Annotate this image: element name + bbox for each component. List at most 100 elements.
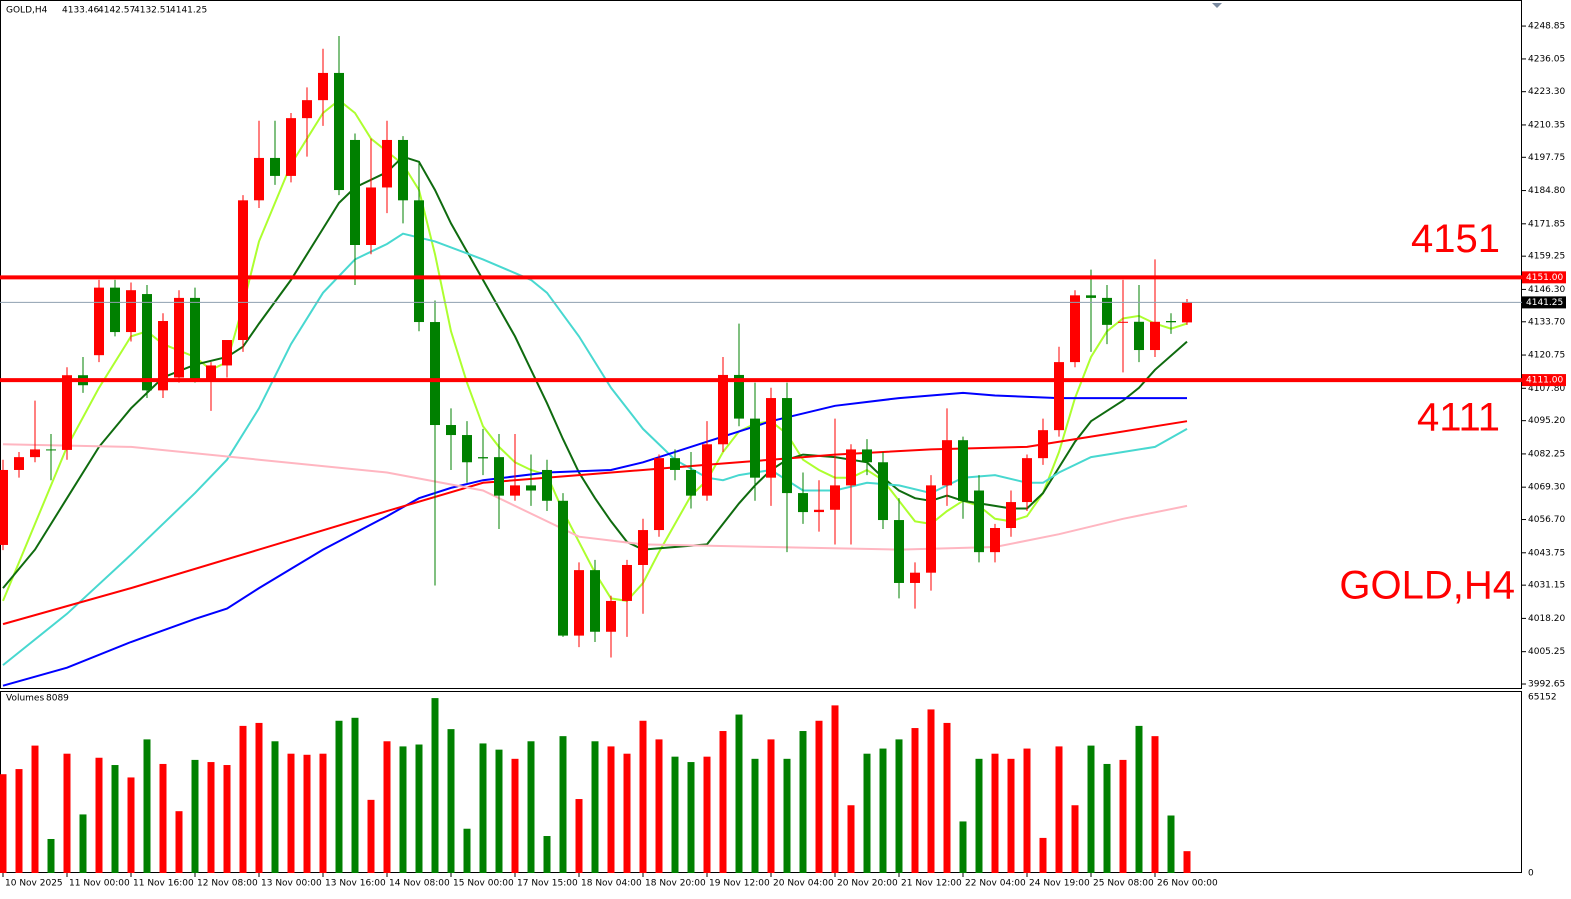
- volume-bar: [271, 741, 279, 873]
- volume-tick-label: 65152: [1528, 693, 1557, 703]
- candle-body: [190, 297, 200, 379]
- volume-bar: [127, 777, 135, 873]
- volume-bar: [1071, 805, 1079, 873]
- y-tick-label: 4159.25: [1528, 252, 1565, 262]
- level-annotation: 4151: [1411, 217, 1500, 261]
- candle-body: [1182, 302, 1192, 323]
- x-tick-label: 11 Nov 00:00: [69, 879, 130, 889]
- level-box: [1522, 374, 1566, 387]
- x-tick-label: 13 Nov 16:00: [325, 879, 386, 889]
- x-tick-label: 14 Nov 08:00: [389, 879, 450, 889]
- candle-body: [414, 200, 424, 323]
- y-tick-label: 4146.30: [1528, 285, 1565, 295]
- candle-body: [1134, 321, 1144, 351]
- volume-bar: [367, 799, 375, 873]
- volume-bar: [287, 753, 295, 873]
- ohlc-high: 4142.57: [98, 6, 135, 16]
- y-tick-label: 4133.70: [1528, 317, 1565, 327]
- candle-body: [1070, 295, 1080, 363]
- candle-body: [718, 374, 728, 445]
- y-tick-label: 4082.25: [1528, 449, 1565, 459]
- candle-body: [318, 72, 328, 101]
- volume-bar: [1007, 758, 1015, 873]
- volume-bar: [511, 758, 519, 873]
- candle-body: [1038, 430, 1048, 459]
- candle-body: [0, 469, 8, 545]
- y-tick-label: 4184.80: [1528, 186, 1565, 196]
- level-box: [1522, 271, 1566, 284]
- y-tick-label: 4210.35: [1528, 120, 1565, 130]
- candle-body: [158, 321, 168, 391]
- candle-body: [14, 457, 24, 470]
- candle-body: [1086, 295, 1096, 298]
- volume-bar: [63, 753, 71, 873]
- ohlc-open: 4133.46: [62, 6, 99, 16]
- volume-bar: [559, 736, 567, 873]
- volume-bar: [1183, 851, 1191, 873]
- candle-body: [366, 187, 376, 245]
- candle-body: [478, 457, 488, 459]
- x-tick-label: 25 Nov 08:00: [1093, 879, 1154, 889]
- volume-bar: [703, 756, 711, 873]
- volume-bar: [1167, 815, 1175, 873]
- candle-body: [798, 493, 808, 513]
- y-tick-label: 4043.75: [1528, 548, 1565, 558]
- candle-body: [958, 440, 968, 501]
- volume-bar: [1103, 763, 1111, 873]
- x-tick-label: 21 Nov 12:00: [901, 879, 962, 889]
- volume-last: 8089: [46, 694, 69, 704]
- x-tick-label: 18 Nov 04:00: [581, 879, 642, 889]
- candle-body: [814, 509, 824, 513]
- candle-body: [766, 398, 776, 478]
- volume-bar: [735, 714, 743, 873]
- volume-bar: [671, 756, 679, 873]
- x-tick-label: 11 Nov 16:00: [133, 879, 194, 889]
- volume-bar: [815, 720, 823, 873]
- volume-bar: [575, 799, 583, 873]
- level-axis-label: 4111.00: [1526, 376, 1563, 386]
- ohlc-low: 4132.51: [134, 6, 171, 16]
- ohlc-close: 4141.25: [170, 6, 207, 16]
- x-tick-label: 15 Nov 00:00: [453, 879, 514, 889]
- current-price-label: 4141.25: [1526, 298, 1563, 308]
- volume-bar: [431, 698, 439, 873]
- volume-bar: [319, 753, 327, 873]
- volume-bar: [687, 762, 695, 873]
- candle-body: [1022, 458, 1032, 503]
- candle-body: [750, 418, 760, 478]
- volume-bar: [751, 758, 759, 873]
- candle-body: [638, 530, 648, 565]
- moving-average: [2, 98, 1188, 602]
- candle-body: [206, 365, 216, 379]
- candle-body: [238, 200, 248, 341]
- current-price-box: [1522, 296, 1566, 309]
- volume-bar: [591, 741, 599, 873]
- y-tick-label: 3992.65: [1528, 680, 1565, 690]
- candle-body: [126, 290, 136, 333]
- candle-body: [542, 469, 552, 501]
- candle-body: [398, 139, 408, 201]
- volume-bar: [1055, 746, 1063, 873]
- volume-bar: [1119, 759, 1127, 873]
- candle-body: [430, 322, 440, 426]
- candle-body: [142, 294, 152, 391]
- candle-body: [30, 449, 40, 458]
- volume-bar: [95, 757, 103, 873]
- level-annotation: 4111: [1417, 396, 1500, 440]
- volume-bar: [495, 749, 503, 873]
- candle-body: [926, 485, 936, 573]
- symbol-label: GOLD,H4: [6, 6, 48, 16]
- candle-body: [510, 485, 520, 496]
- candle-body: [862, 449, 872, 463]
- candle-body: [942, 440, 952, 486]
- x-tick-label: 18 Nov 20:00: [645, 879, 706, 889]
- volume-bar: [255, 722, 263, 873]
- volume-bar: [831, 705, 839, 873]
- y-tick-label: 4056.70: [1528, 515, 1565, 525]
- volume-bar: [399, 746, 407, 873]
- level-axis-label: 4151.00: [1526, 273, 1563, 283]
- volume-bar: [463, 828, 471, 873]
- candle-body: [334, 72, 344, 191]
- candle-body: [174, 297, 184, 378]
